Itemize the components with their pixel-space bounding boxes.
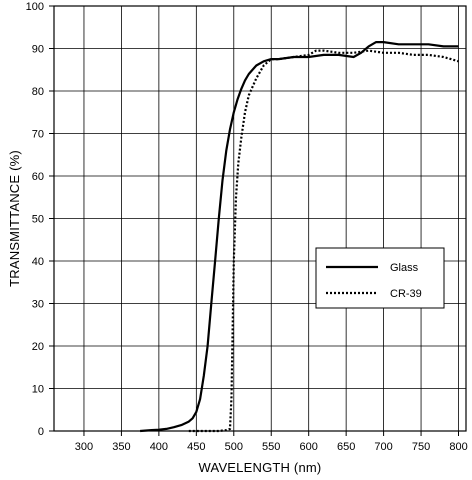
x-tick-label-550: 550 [262,441,280,453]
grid [54,5,466,432]
series-line-glass [140,40,459,433]
series-layer [140,40,459,433]
x-tick-label-300: 300 [75,441,93,453]
y-axis-title: TRANSMITTANCE (%) [7,150,22,287]
y-tick-label-30: 30 [32,299,44,311]
x-tick-label-600: 600 [300,441,318,453]
y-tick-label-80: 80 [32,86,44,98]
x-tick-label-350: 350 [112,441,130,453]
y-tick-label-0: 0 [38,426,44,438]
legend-label-cr-39: CR-39 [390,288,422,300]
y-tick-label-40: 40 [32,256,44,268]
y-tick-label-10: 10 [32,384,44,396]
x-tick-label-800: 800 [449,441,467,453]
y-tick-label-100: 100 [26,1,44,13]
y-tick-label-70: 70 [32,129,44,141]
y-tick-label-50: 50 [32,214,44,226]
x-tick-label-700: 700 [374,441,392,453]
x-tick-label-500: 500 [225,441,243,453]
tick-labels: 300 350 400 450 500 550 600 650 700 750 800 0 10 20 30… [26,1,468,453]
y-tick-label-90: 90 [32,44,44,56]
legend-box [315,247,445,309]
legend-label-glass: Glass [390,262,419,274]
x-tick-label-750: 750 [412,441,430,453]
x-axis-title: WAVELENGTH (nm) [199,460,322,475]
x-tick-label-450: 450 [187,441,205,453]
legend: Glass CR-39 [315,247,445,309]
x-tick-label-400: 400 [150,441,168,453]
y-tick-label-60: 60 [32,171,44,183]
x-tick-label-650: 650 [337,441,355,453]
series-line-cr-39 [188,49,459,433]
y-tick-label-20: 20 [32,341,44,353]
